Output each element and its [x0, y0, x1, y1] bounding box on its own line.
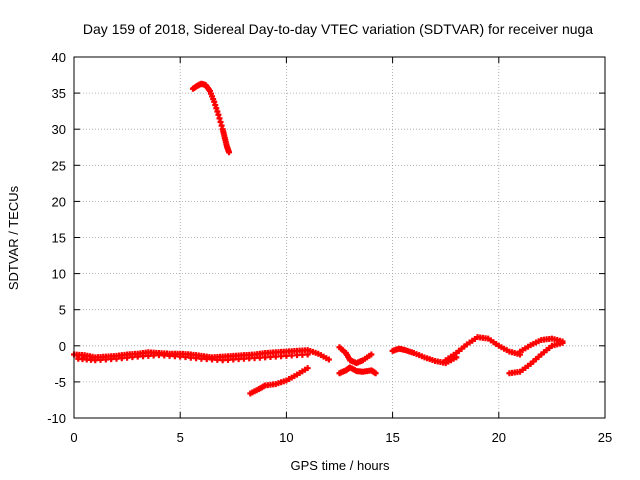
y-tick-label: 0	[59, 339, 66, 354]
series-segment-15-17.5h	[389, 345, 460, 367]
series-segment-20.5-23h-lower	[506, 339, 566, 377]
y-tick-label: 10	[52, 267, 66, 282]
y-tick-label: -10	[47, 411, 66, 426]
data-point	[278, 353, 285, 360]
data-point	[161, 352, 168, 359]
data-point	[124, 354, 131, 361]
x-tick-label: 10	[279, 430, 293, 445]
y-tick-label: 30	[52, 122, 66, 137]
x-tick-label: 0	[70, 430, 77, 445]
axis-ticks: 0 5 10 15 20 25 -10 -5 0 5 10 15 20 25 30 35 40	[47, 50, 612, 445]
y-tick-label: 15	[52, 231, 66, 246]
x-tick-label: 20	[492, 430, 506, 445]
data-point	[304, 365, 311, 372]
data-point	[129, 354, 136, 361]
data-point	[230, 356, 237, 363]
data-point	[246, 355, 253, 362]
x-tick-label: 15	[385, 430, 399, 445]
data-point	[262, 354, 269, 361]
series-low-arc-8.3-11h	[247, 365, 311, 397]
data-point	[235, 356, 242, 363]
data-point	[240, 355, 247, 362]
series-arc-5.5-7.3h	[189, 80, 233, 156]
y-tick-label: 5	[59, 303, 66, 318]
data-point	[251, 355, 258, 362]
data-point	[182, 354, 189, 361]
data-points	[71, 80, 566, 397]
data-point	[368, 351, 375, 358]
data-point	[145, 352, 152, 359]
y-tick-label: 20	[52, 194, 66, 209]
data-point	[288, 352, 295, 359]
y-tick-label: 25	[52, 158, 66, 173]
data-point	[372, 370, 379, 377]
data-point	[304, 351, 311, 358]
data-point	[113, 355, 120, 362]
data-point	[299, 351, 306, 358]
data-point	[219, 357, 226, 364]
data-point	[187, 354, 194, 361]
x-tick-label: 25	[598, 430, 612, 445]
data-point	[203, 356, 210, 363]
data-point	[92, 357, 99, 364]
data-point	[226, 149, 233, 156]
series-band-0-12h-lower	[75, 351, 311, 364]
data-point	[150, 352, 157, 359]
data-point	[325, 356, 332, 363]
series-segment-12.5-14h-upper	[336, 344, 375, 367]
data-point	[283, 352, 290, 359]
data-point	[177, 353, 184, 360]
chart-title: Day 159 of 2018, Sidereal Day-to-day VTE…	[83, 21, 593, 37]
series-segment-20.5-23h-upper	[517, 335, 566, 355]
data-point	[224, 356, 231, 363]
y-tick-label: 40	[52, 50, 66, 65]
y-tick-label: -5	[54, 375, 66, 390]
data-point	[171, 353, 178, 360]
data-point	[193, 355, 200, 362]
data-point	[97, 356, 104, 363]
data-point	[214, 356, 221, 363]
data-point	[155, 352, 162, 359]
data-point	[559, 339, 566, 346]
data-point	[166, 352, 173, 359]
plot-frame	[73, 56, 606, 419]
data-point	[256, 354, 263, 361]
y-tick-label: 35	[52, 86, 66, 101]
x-tick-label: 5	[177, 430, 184, 445]
data-point	[140, 353, 147, 360]
data-point	[134, 353, 141, 360]
data-point	[209, 356, 216, 363]
data-point	[267, 353, 274, 360]
grid	[74, 57, 605, 418]
data-point	[118, 355, 125, 362]
data-point	[102, 356, 109, 363]
y-axis-label: SDTVAR / TECUs	[6, 185, 21, 290]
data-point	[272, 353, 279, 360]
series-segment-12.5-14h-lower	[336, 364, 379, 377]
data-point	[198, 355, 205, 362]
data-point	[294, 352, 301, 359]
x-axis-label: GPS time / hours	[291, 458, 390, 473]
data-point	[108, 356, 115, 363]
